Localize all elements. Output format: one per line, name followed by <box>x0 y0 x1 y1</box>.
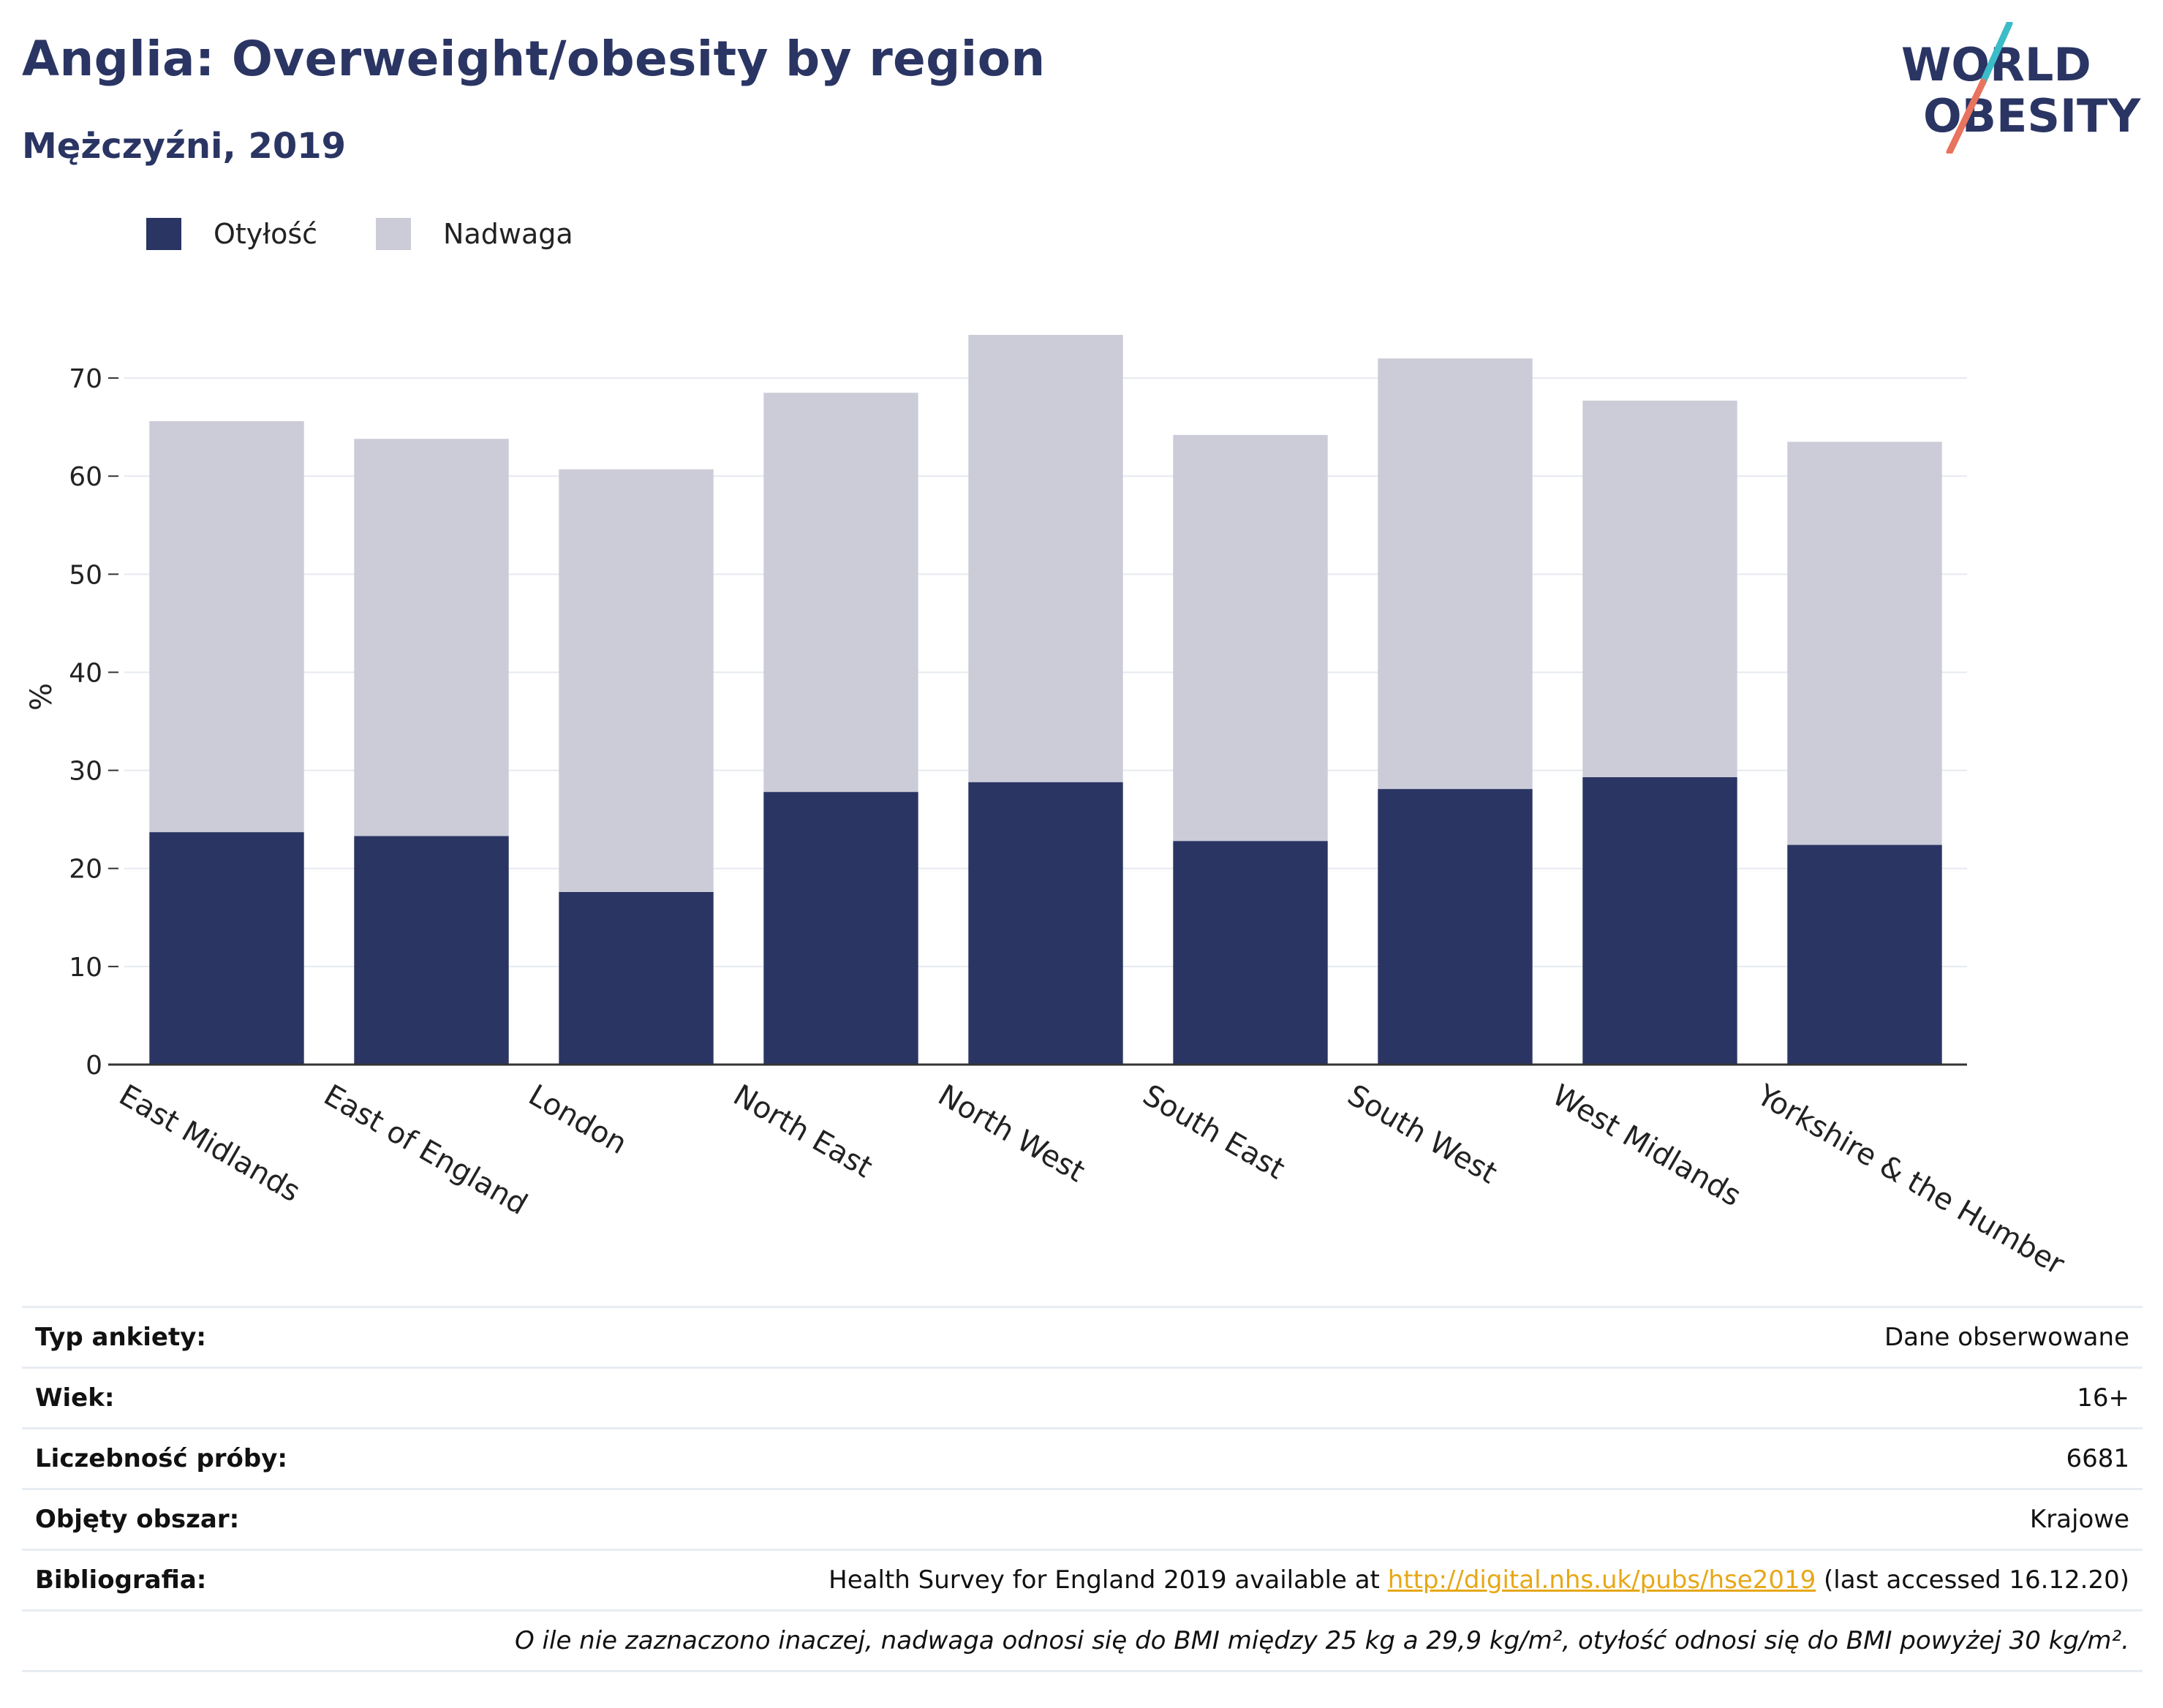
bar-obesity <box>559 891 714 1065</box>
chart-legend: Otyłość Nadwaga <box>146 218 632 250</box>
bar-overweight <box>1787 442 1942 845</box>
legend-item-overweight[interactable]: Nadwaga <box>376 218 573 250</box>
definition-note: O ile nie zaznaczono inaczej, nadwaga od… <box>514 1626 2129 1655</box>
y-tick-label: 50 <box>69 560 102 590</box>
chart-subtitle: Mężczyźni, 2019 <box>22 126 347 167</box>
x-tick-label: London <box>523 1078 633 1161</box>
stacked-bar-chart: 0 10 20 30 40 50 60 70% East Midlands East of Eng… <box>25 335 2070 1282</box>
bar-overweight <box>968 335 1123 782</box>
meta-label: Objęty obszar: <box>35 1505 240 1534</box>
bar-overweight <box>1582 400 1737 777</box>
x-tick-label: North West <box>932 1078 1090 1189</box>
bar-obesity <box>1378 789 1533 1065</box>
legend-swatch-obesity <box>146 218 181 250</box>
chart-title: Anglia: Overweight/obesity by region <box>22 31 1046 87</box>
x-tick-label: South East <box>1137 1078 1290 1186</box>
y-tick-label: 0 <box>86 1051 102 1081</box>
bar-obesity <box>1173 841 1328 1065</box>
metadata-table: Typ ankiety: Dane obserwowane Wiek: 16+ … <box>22 1306 2143 1672</box>
legend-swatch-overweight <box>376 218 412 250</box>
y-axis-label: % <box>25 683 58 711</box>
bar-obesity <box>1582 776 1737 1065</box>
bar-overweight <box>559 469 714 892</box>
x-tick-label: East of England <box>318 1078 533 1222</box>
meta-row-survey-type: Typ ankiety: Dane obserwowane <box>22 1306 2143 1367</box>
meta-label: Liczebność próby: <box>35 1444 288 1473</box>
x-tick-label: South West <box>1342 1078 1503 1190</box>
meta-value: Dane obserwowane <box>1884 1323 2129 1352</box>
y-tick-label: 30 <box>69 757 102 787</box>
legend-label-obesity: Otyłość <box>214 218 318 250</box>
meta-row-bibliography: Bibliografia: Health Survey for England … <box>22 1549 2143 1609</box>
x-tick-label: West Midlands <box>1547 1078 1747 1213</box>
logo-coral-stroke <box>1946 78 1987 154</box>
meta-value: Krajowe <box>2029 1505 2129 1534</box>
bibliography-text: Health Survey for England 2019 available… <box>828 1565 2129 1595</box>
y-tick-label: 70 <box>69 364 102 394</box>
meta-value: 6681 <box>2066 1444 2129 1473</box>
meta-row-coverage: Objęty obszar: Krajowe <box>22 1488 2143 1549</box>
bibliography-prefix: Health Survey for England 2019 available… <box>828 1565 1388 1595</box>
x-tick-label: North East <box>728 1078 878 1184</box>
bar-overweight <box>1378 358 1533 790</box>
x-tick-label: Yorkshire & the Humber <box>1751 1078 2070 1282</box>
bibliography-suffix: (last accessed 16.12.20) <box>1816 1565 2129 1595</box>
meta-label: Typ ankiety: <box>35 1323 206 1352</box>
y-tick-label: 20 <box>69 855 102 885</box>
bar-obesity <box>354 836 509 1065</box>
meta-row-age: Wiek: 16+ <box>22 1367 2143 1427</box>
meta-label: Bibliografia: <box>35 1565 207 1595</box>
bar-overweight <box>1173 434 1328 842</box>
meta-row-note: O ile nie zaznaczono inaczej, nadwaga od… <box>22 1609 2143 1672</box>
legend-item-obesity[interactable]: Otyłość <box>146 218 317 250</box>
world-obesity-logo: WORLD OBESITY <box>1901 22 2141 154</box>
y-tick-label: 60 <box>69 462 102 492</box>
bar-obesity <box>968 782 1123 1065</box>
bar-overweight <box>354 439 509 836</box>
meta-value: 16+ <box>2077 1383 2129 1413</box>
logo-teal-stroke <box>1979 22 2013 86</box>
meta-label: Wiek: <box>35 1383 115 1413</box>
bar-overweight <box>763 393 918 793</box>
y-tick-label: 10 <box>69 953 102 983</box>
meta-row-sample-size: Liczebność próby: 6681 <box>22 1427 2143 1488</box>
y-tick-label: 40 <box>69 658 102 688</box>
bar-obesity <box>1787 844 1942 1065</box>
legend-label-overweight: Nadwaga <box>443 218 573 250</box>
x-tick-label: East Midlands <box>113 1078 306 1209</box>
bar-obesity <box>149 832 304 1065</box>
bar-overweight <box>149 421 304 833</box>
bar-obesity <box>763 792 918 1065</box>
bibliography-link[interactable]: http://digital.nhs.uk/pubs/hse2019 <box>1387 1565 1816 1595</box>
